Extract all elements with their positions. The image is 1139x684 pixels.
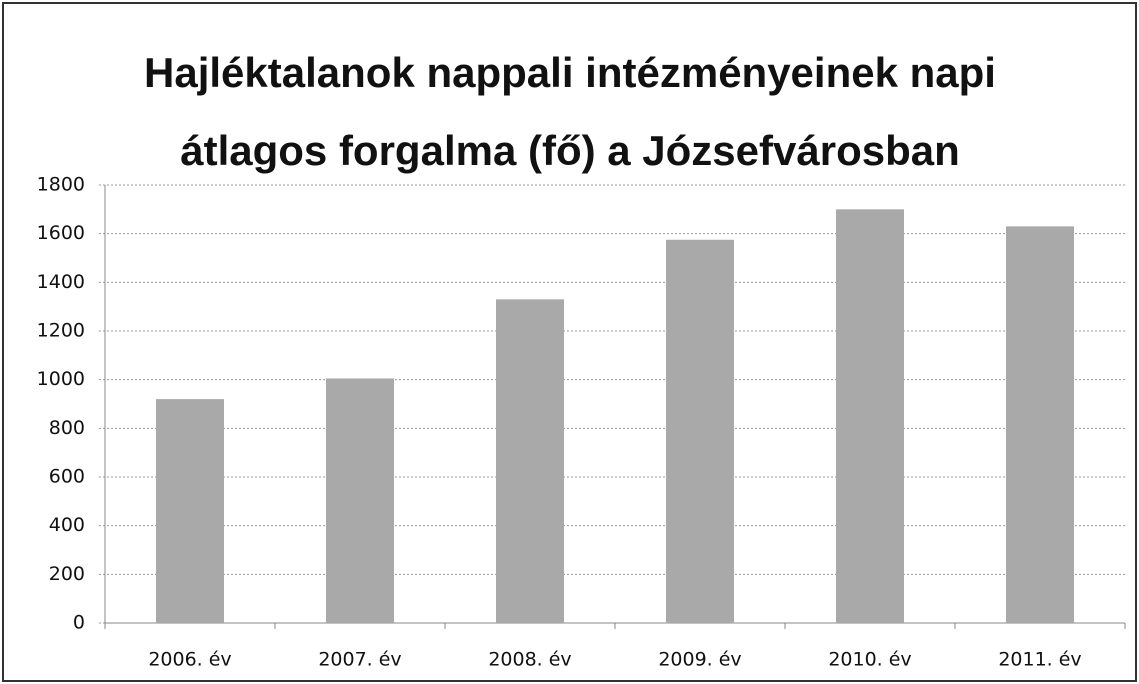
bar [496,299,564,623]
x-tick-label: 2009. év [658,649,741,671]
x-tick-label: 2006. év [148,649,231,671]
bar [1006,226,1074,623]
y-tick-label: 400 [49,514,85,536]
y-tick-label: 1200 [37,320,85,342]
y-tick-label: 600 [49,466,85,488]
y-tick-label: 200 [49,563,85,585]
x-tick-label: 2007. év [318,649,401,671]
bar [156,399,224,623]
x-tick-label: 2011. év [998,649,1081,671]
bar [666,239,734,623]
y-tick-label: 1000 [37,368,85,390]
y-tick-label: 800 [49,417,85,439]
x-tick-label: 2008. év [488,649,571,671]
y-tick-label: 1400 [37,271,85,293]
bar [836,209,904,624]
y-tick-label: 1800 [37,174,85,196]
x-tick-label: 2010. év [828,649,911,671]
bar [326,378,394,623]
chart-title: Hajléktalanok nappali intézményeinek nap… [144,49,996,96]
chart-title: átlagos forgalma (fő) a Józsefvárosban [180,127,960,174]
y-tick-label: 1600 [37,222,85,244]
y-tick-label: 0 [73,612,85,634]
